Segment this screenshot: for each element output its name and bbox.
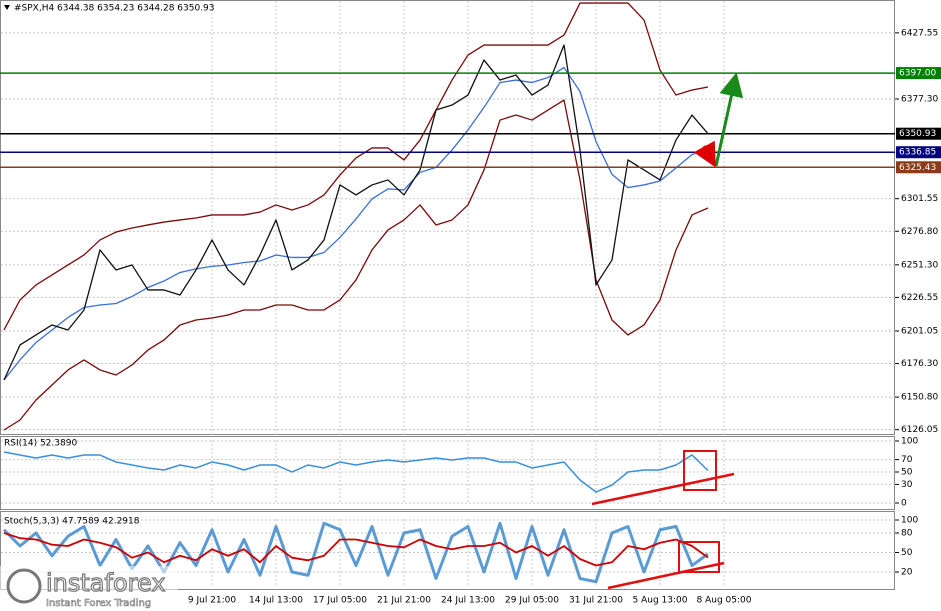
y-tick-label: 6201.05 (901, 326, 938, 336)
price-level-label: 6397.00 (899, 69, 936, 79)
x-tick-label: 17 Jul 05:00 (313, 596, 367, 606)
price-level-tag (896, 127, 941, 140)
y-tick-label: 20 (901, 568, 913, 578)
y-tick-label: 6226.55 (901, 293, 938, 303)
price-panel (0, 0, 895, 435)
y-tick-label: 6301.55 (901, 194, 938, 204)
price-level-label: 6336.85 (899, 148, 936, 158)
annotations (591, 72, 744, 590)
y-tick-label: 100 (901, 516, 918, 526)
series-line (3, 2, 709, 331)
x-tick-label: 8 Aug 05:00 (697, 596, 752, 606)
series-line (2, 521, 709, 584)
series-line (3, 66, 709, 381)
series-line (3, 99, 709, 431)
y-tick-label: 80 (901, 529, 913, 539)
logo: instaforex Instant Forex Trading (0, 566, 178, 611)
stoch-title: Stoch(5,3,3) 47.7589 42.2918 (4, 517, 140, 527)
stoch-highlight-box (678, 541, 720, 573)
panels (0, 0, 895, 590)
y-tick-label: 70 (901, 455, 913, 465)
y-tick-label: 6150.80 (901, 393, 938, 403)
rsi-panel (0, 436, 895, 510)
logo-name: instaforex (46, 569, 166, 597)
price-level-label: 6325.43 (899, 163, 936, 173)
y-tick-label: 6126.05 (901, 425, 938, 435)
y-tick-label: 6377.30 (901, 94, 938, 104)
rsi-highlight-box (683, 450, 717, 491)
series-line (3, 44, 709, 381)
x-tick-label: 24 Jul 13:00 (441, 596, 495, 606)
x-tick-label: 5 Aug 13:00 (633, 596, 688, 606)
stoch-panel (0, 511, 895, 590)
price-level-tag (896, 67, 941, 80)
x-tick-label: 14 Jul 13:00 (249, 596, 303, 606)
price-level-label: 6350.93 (899, 129, 936, 139)
y-tick-label: 6176.30 (901, 359, 938, 369)
series-line (3, 451, 709, 493)
price-level-tag (896, 161, 941, 174)
x-tick-label: 29 Jul 05:00 (505, 596, 559, 606)
x-tick-label: 9 Jul 21:00 (188, 596, 237, 606)
y-tick-label: 50 (901, 468, 913, 478)
logo-icon (6, 568, 42, 604)
logo-tagline: Instant Forex Trading (46, 598, 151, 609)
series-line (3, 532, 709, 567)
y-tick-label: 100 (901, 437, 918, 447)
x-tick-label: 21 Jul 21:00 (377, 596, 431, 606)
up-arrow (714, 72, 744, 167)
y-tick-label: 30 (901, 480, 913, 490)
rsi-title: RSI(14) 52.3890 (4, 439, 77, 449)
chart-title: #SPX,H4 6344.38 6354.23 6344.28 6350.93 (14, 4, 215, 14)
x-tick-label: 31 Jul 21:00 (569, 596, 623, 606)
y-tick-label: 0 (901, 499, 907, 509)
y-tick-label: 6276.80 (901, 227, 938, 237)
stoch-trend-line (607, 561, 725, 590)
y-tick-label: 6251.30 (901, 260, 938, 270)
down-arrow (693, 140, 716, 168)
y-tick-label: 50 (901, 548, 913, 558)
rsi-trend-line (591, 472, 735, 506)
y-tick-label: 6427.55 (901, 28, 938, 38)
price-level-tag (896, 146, 941, 159)
header-icon (4, 5, 10, 10)
